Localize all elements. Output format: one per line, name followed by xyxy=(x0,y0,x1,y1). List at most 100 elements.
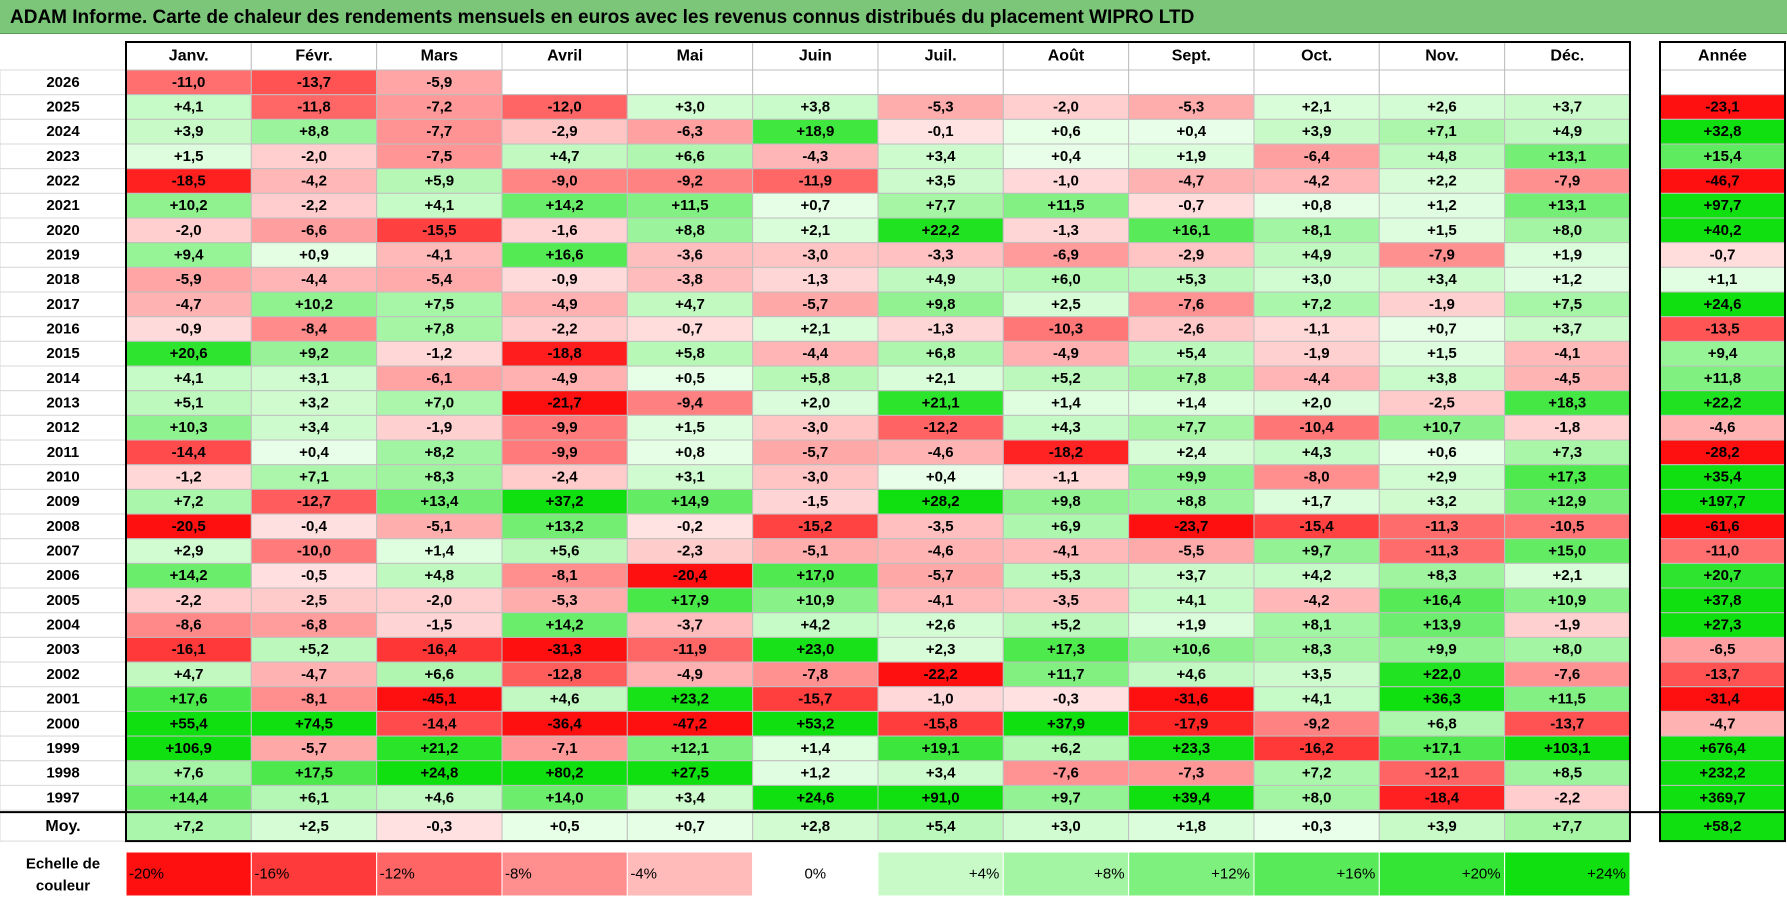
cell-value: +3,9 xyxy=(174,123,204,140)
cell-value: +5,1 xyxy=(174,395,204,412)
cell-value: +7,8 xyxy=(1176,370,1206,387)
heatmap-cell xyxy=(1504,636,1631,663)
legend-stop: +12% xyxy=(1211,866,1250,883)
cell-value: +6,6 xyxy=(425,666,455,683)
heatmap-cell xyxy=(250,538,378,564)
heatmap-cell xyxy=(1253,686,1380,712)
average-value: +5,4 xyxy=(926,818,956,835)
year-label: 2004 xyxy=(46,617,80,634)
cell-value: +4,8 xyxy=(425,567,455,584)
heatmap-cell xyxy=(376,143,503,170)
cell-value: +1,9 xyxy=(1552,247,1582,264)
year-label-cell xyxy=(0,94,127,120)
average-value: +0,7 xyxy=(675,818,705,835)
heatmap-cell xyxy=(1002,242,1130,268)
cell-value: -5,7 xyxy=(928,567,954,584)
cell-value: -1,6 xyxy=(552,222,578,239)
heatmap-cell xyxy=(376,636,503,663)
cell-value: -17,9 xyxy=(1174,715,1208,732)
cell-value: -7,1 xyxy=(552,740,578,757)
cell-value: +4,6 xyxy=(1176,666,1206,683)
heatmap-cell xyxy=(1253,710,1380,737)
year-label: 2016 xyxy=(46,321,79,338)
cell-value: -18,2 xyxy=(1049,444,1083,461)
cell-value: +7,8 xyxy=(425,321,455,338)
heatmap-cell xyxy=(1378,587,1506,614)
cell-value: -47,2 xyxy=(673,715,707,732)
cell-value: -4,9 xyxy=(1053,345,1079,362)
cell-value: +9,9 xyxy=(1427,641,1457,658)
cell-value: -6,8 xyxy=(301,617,327,634)
cell-value: +4,1 xyxy=(174,99,204,116)
annual-value: +32,8 xyxy=(1704,123,1742,140)
cell-value: +3,7 xyxy=(1552,321,1582,338)
heatmap-cell xyxy=(250,69,378,96)
cell-value: +1,2 xyxy=(801,765,831,782)
cell-value: +5,6 xyxy=(550,543,580,560)
cell-value: +1,9 xyxy=(1176,617,1206,634)
cell-value: +3,0 xyxy=(675,99,705,116)
cell-value: +3,5 xyxy=(1302,666,1332,683)
cell-value: -2,2 xyxy=(1554,789,1580,806)
heatmap-cell xyxy=(877,192,1004,219)
heatmap-cell xyxy=(1128,69,1255,96)
cell-value: -0,9 xyxy=(176,321,202,338)
cell-value: -3,5 xyxy=(1053,592,1079,609)
cell-value: -0,5 xyxy=(301,567,327,584)
year-label: 2018 xyxy=(46,271,79,288)
cell-value: +13,4 xyxy=(420,493,459,510)
cell-value: -12,0 xyxy=(548,99,582,116)
cell-value: +5,8 xyxy=(675,345,705,362)
cell-value: -1,5 xyxy=(802,493,828,510)
cell-value: -3,0 xyxy=(802,469,828,486)
heatmap-cell xyxy=(125,562,252,589)
cell-value: -1,1 xyxy=(1304,321,1330,338)
cell-value: -11,8 xyxy=(297,99,330,116)
cell-value: +9,7 xyxy=(1302,543,1332,560)
cell-value: -2,5 xyxy=(1429,395,1455,412)
heatmap-cell xyxy=(1504,661,1631,688)
cell-value: -4,4 xyxy=(301,271,328,288)
cell-value: -1,9 xyxy=(1429,296,1455,313)
year-total-header: Année xyxy=(1698,48,1747,65)
cell-value: +3,4 xyxy=(926,148,956,165)
cell-value: -2,6 xyxy=(1178,321,1204,338)
heatmap-cell xyxy=(1002,340,1130,367)
heatmap-cell xyxy=(1253,69,1380,96)
year-label: 2013 xyxy=(46,395,79,412)
cell-value: -11,9 xyxy=(799,173,832,190)
cell-value: +1,7 xyxy=(1302,493,1332,510)
year-label-cell xyxy=(0,291,127,318)
cell-value: +22,2 xyxy=(922,222,960,239)
cell-value: -4,2 xyxy=(301,173,327,190)
heatmap-cell xyxy=(1504,439,1631,466)
month-header-cell xyxy=(125,41,252,71)
cell-value: +4,7 xyxy=(550,148,580,165)
annual-value: -11,0 xyxy=(1706,543,1739,560)
cell-value: -10,4 xyxy=(1300,419,1335,436)
legend-swatch xyxy=(125,851,252,897)
cell-value: -4,4 xyxy=(1304,370,1331,387)
cell-value: +17,5 xyxy=(295,765,333,782)
month-header: Janv. xyxy=(169,48,209,65)
annual-cell xyxy=(1659,587,1786,614)
cell-value: +0,4 xyxy=(299,444,329,461)
cell-value: +7,2 xyxy=(1302,765,1332,782)
heatmap-cell xyxy=(1378,192,1506,219)
heatmap-cell xyxy=(626,661,754,688)
cell-value: -1,8 xyxy=(1554,419,1580,436)
cell-value: +8,8 xyxy=(675,222,705,239)
cell-value: -5,1 xyxy=(426,518,452,535)
heatmap-cell xyxy=(376,538,503,564)
annual-value: +1,1 xyxy=(1708,271,1738,288)
heatmap-cell xyxy=(752,242,879,268)
cell-value: -23,7 xyxy=(1174,518,1208,535)
heatmap-cell xyxy=(1378,513,1506,540)
annual-value: +27,3 xyxy=(1704,617,1742,634)
legend-swatch xyxy=(1504,851,1631,897)
cell-value: +7,5 xyxy=(425,296,455,313)
cell-value: -6,6 xyxy=(301,222,327,239)
heatmap-cell xyxy=(1504,760,1631,786)
month-header: Mars xyxy=(421,48,458,65)
cell-value: +4,1 xyxy=(1302,691,1332,708)
